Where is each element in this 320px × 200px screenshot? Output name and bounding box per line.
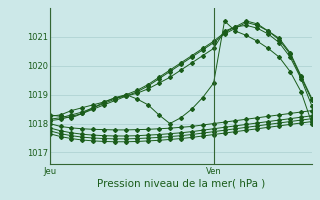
X-axis label: Pression niveau de la mer( hPa ): Pression niveau de la mer( hPa ) xyxy=(97,179,265,189)
